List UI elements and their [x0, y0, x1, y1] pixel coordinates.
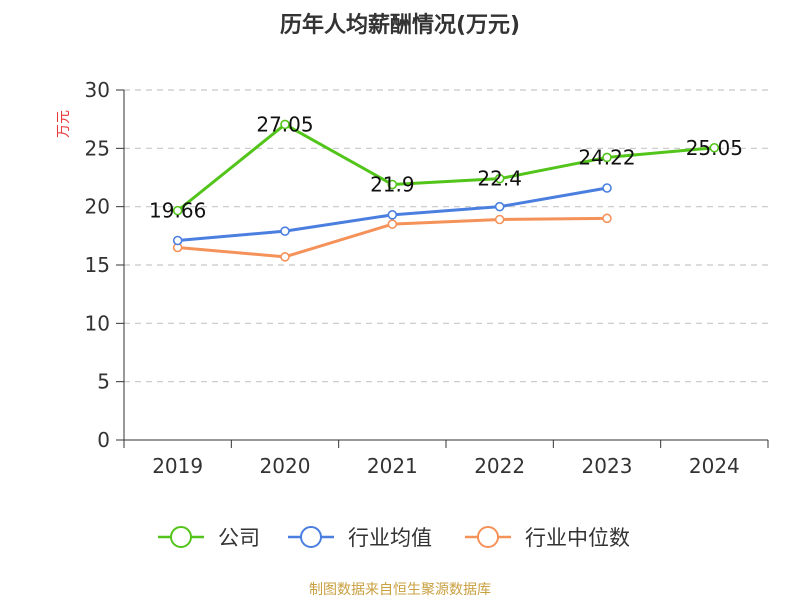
- data-point: [280, 252, 290, 262]
- y-tick-label: 10: [85, 311, 110, 335]
- y-tick-label: 30: [85, 78, 110, 102]
- data-point: [172, 205, 183, 216]
- data-point: [387, 219, 398, 229]
- chart-title: 历年人均薪酬情况(万元): [280, 12, 520, 38]
- data-labels: 19.66 27.05 21.9 22.4 24.22 25.05: [149, 112, 743, 222]
- series-lines: [172, 119, 720, 262]
- gridlines: [124, 89, 768, 383]
- data-point: [602, 152, 612, 163]
- legend-item[interactable]: 公司: [158, 526, 260, 550]
- legend-item[interactable]: 行业中位数: [465, 526, 630, 550]
- x-tick-label: 2019: [152, 454, 203, 478]
- series-line: [176, 122, 715, 212]
- y-axis-label: 万元: [56, 110, 72, 138]
- x-tick-label: 2021: [367, 454, 418, 478]
- legend-swatch-marker: [477, 526, 499, 548]
- data-label: 22.4: [477, 167, 522, 191]
- data-point: [387, 179, 398, 190]
- legend-label: 公司: [218, 526, 260, 550]
- data-point: [280, 119, 290, 130]
- data-point: [494, 173, 505, 184]
- data-point: [709, 142, 720, 153]
- data-label: 24.22: [578, 145, 635, 169]
- y-tick-label: 15: [85, 253, 110, 277]
- data-point: [280, 226, 290, 236]
- series-1: [172, 183, 612, 246]
- y-tick-label: 5: [97, 370, 110, 394]
- y-tick-label: 0: [97, 428, 110, 452]
- x-tick-label: 2022: [474, 454, 525, 478]
- data-point: [602, 183, 612, 193]
- data-label: 21.9: [370, 173, 415, 197]
- y-tick-label: 20: [85, 195, 110, 219]
- legend-label: 行业均值: [348, 526, 432, 550]
- source-note: 制图数据来自恒生聚源数据库: [309, 582, 491, 598]
- legend-swatch-marker: [170, 526, 192, 548]
- legend-label: 行业中位数: [525, 526, 630, 550]
- legend-swatch-marker: [300, 526, 322, 548]
- data-point: [602, 213, 612, 224]
- data-label: 19.66: [149, 199, 206, 223]
- legend[interactable]: 公司 行业均值 行业中位数: [158, 526, 630, 550]
- data-point: [172, 235, 183, 246]
- data-point: [494, 214, 505, 225]
- data-point: [494, 201, 505, 212]
- series-0: [172, 119, 720, 216]
- data-label: 27.05: [256, 112, 313, 136]
- y-tick-label: 25: [85, 136, 110, 160]
- axes: 0 5 10 15 20 25 30 2019 2020 2021 2022 2023 2024: [85, 78, 769, 478]
- data-label: 25.05: [686, 136, 743, 160]
- legend-item[interactable]: 行业均值: [288, 526, 432, 550]
- series-2: [172, 213, 612, 262]
- x-tick-label: 2024: [689, 454, 740, 478]
- data-point: [387, 210, 398, 220]
- x-tick-label: 2023: [582, 454, 633, 478]
- x-tick-label: 2020: [260, 454, 311, 478]
